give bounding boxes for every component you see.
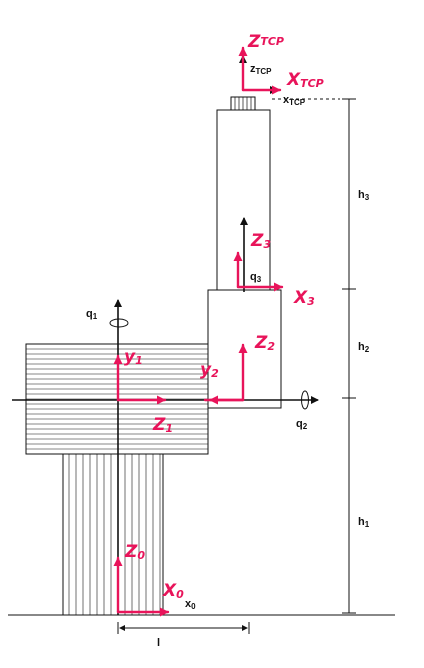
pink-annotations — [113, 46, 284, 617]
label-q1: q1 — [86, 308, 98, 321]
hw-label-z1: Z1 — [152, 415, 173, 435]
dimension-line-l — [117, 622, 250, 634]
tcp-flange — [230, 96, 256, 111]
hw-label-x3: X3 — [293, 288, 315, 308]
q1-rotation-icon — [109, 318, 129, 328]
base-column — [62, 453, 164, 616]
label-h2: h2 — [358, 341, 370, 354]
label-z-tcp: zTCP — [250, 63, 272, 76]
hw-label-z-tcp: ZTCP — [247, 32, 284, 52]
hw-label-z2: Z2 — [254, 333, 275, 353]
label-x-tcp: xTCP — [283, 94, 306, 107]
label-q2: q2 — [296, 418, 308, 431]
hw-label-y2: y2 — [200, 360, 219, 380]
label-x0: x0 — [185, 598, 196, 611]
hw-label-x0: X0 — [162, 581, 184, 601]
label-h1: h1 — [358, 516, 370, 529]
hw-label-x-tcp: XTCP — [286, 70, 324, 90]
q2-rotation-icon — [301, 390, 309, 410]
label-h3: h3 — [358, 189, 370, 202]
label-l: l — [157, 637, 160, 649]
hw-label-z3: Z3 — [250, 231, 271, 251]
dimension-line-heights — [272, 98, 356, 614]
label-q3: q3 — [250, 271, 262, 284]
hw-label-z0: Z0 — [124, 542, 145, 562]
hw-label-y1: y1 — [124, 347, 143, 367]
